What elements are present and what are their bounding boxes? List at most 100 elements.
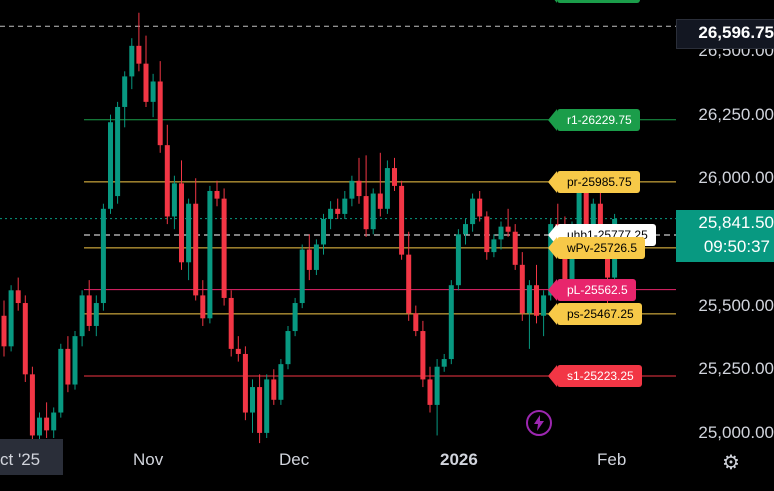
lightning-icon[interactable] [525,409,553,437]
candle-49 [349,175,355,207]
candle-69 [491,234,497,258]
candle-51 [363,155,369,237]
candle-8 [58,343,64,418]
candle-54 [384,160,390,214]
candle-14 [100,203,106,311]
candle-30 [214,180,220,207]
candle-18 [129,38,135,90]
candle-29 [207,185,213,324]
candle-70 [498,221,504,250]
candle-21 [150,73,156,118]
candle-72 [512,224,518,270]
candle-57 [406,231,412,321]
candle-59 [420,320,426,388]
level-tag-2: pr-25985.75 [548,170,640,193]
x-label-1: Nov [133,450,164,469]
y-tick-3: 25,500.00 [698,295,774,315]
candle-6 [44,402,50,438]
x-label-2: Dec [279,450,310,469]
candle-50 [356,157,362,204]
x-label-3: 2026 [440,450,478,469]
candle-76 [541,290,547,337]
candle-62 [441,353,447,372]
candle-45 [321,213,326,255]
y-tick-4: 25,250.00 [698,359,774,379]
candle-32 [228,290,234,357]
candle-75 [534,264,539,324]
candle-41 [292,297,298,337]
candle-42 [299,244,305,309]
last-price-box [676,19,774,49]
level-tag-5: pL-25562.5 [548,278,636,301]
y-tick-5: 25,000.00 [698,422,774,442]
candle-47 [335,198,341,219]
y-tick-1: 26,250.00 [698,104,774,124]
candle-35 [250,379,255,433]
candle-28 [200,280,206,326]
candle-64 [455,229,461,291]
candle-68 [484,211,490,260]
candle-1 [8,285,14,352]
candle-52 [370,188,376,235]
level-tag-1: r1-26229.75 [548,108,640,131]
candle-20 [143,35,149,107]
candle-4 [29,366,35,446]
candle-65 [463,219,468,245]
countdown-label: 09:50:37 [703,237,770,256]
y-tick-2: 26,000.00 [698,168,774,188]
candle-3 [22,295,28,382]
candle-66 [470,193,476,232]
start-date-box [0,439,63,475]
x-label-4: Feb [597,450,627,469]
candle-22 [157,61,163,153]
candle-12 [86,280,92,332]
candle-11 [79,290,85,347]
candle-43 [306,234,312,281]
candle-44 [313,239,319,276]
candle-16 [115,101,121,204]
candle-38 [271,369,277,405]
candle-60 [427,366,433,413]
candle-73 [519,252,525,321]
candle-48 [342,190,348,219]
level-tag-7: s1-25223.25 [548,365,642,388]
candle-33 [235,336,241,362]
candle-24 [171,175,177,230]
candle-23 [164,124,170,225]
candle-40 [285,325,291,370]
candle-15 [108,114,113,214]
candle-26 [186,198,192,281]
x-label-0: ct '25 [0,450,41,469]
candle-46 [328,201,334,230]
candle-10 [72,331,78,390]
level-tag-4: wPv-25726.5 [547,236,646,259]
candle-27 [193,178,199,301]
candle-63 [448,280,454,365]
level-tag-0: r2-26733.25 [548,0,640,3]
candle-55 [392,157,397,191]
candle-9 [65,336,71,393]
candle-2 [15,277,21,311]
candle-34 [242,346,248,421]
candle-39 [278,359,284,405]
last-price-label: 26,596.75 [698,23,774,42]
candle-36 [257,374,263,444]
current-price-label: 25,841.50 [698,213,774,232]
candle-74 [526,280,532,349]
current-price-box [676,210,774,262]
candle-58 [413,305,419,337]
candle-19 [136,12,142,72]
settings-gear-icon[interactable]: ⚙ [722,452,740,474]
candle-37 [264,374,270,438]
candle-53 [377,152,383,217]
candle-13 [93,295,99,337]
candle-25 [179,160,184,270]
level-tag-6: ps-25467.25 [548,302,642,325]
candle-71 [505,208,511,237]
candle-0 [1,300,7,357]
candle-31 [221,188,227,306]
candle-17 [122,71,128,128]
candle-61 [434,359,440,436]
candle-67 [477,190,483,222]
